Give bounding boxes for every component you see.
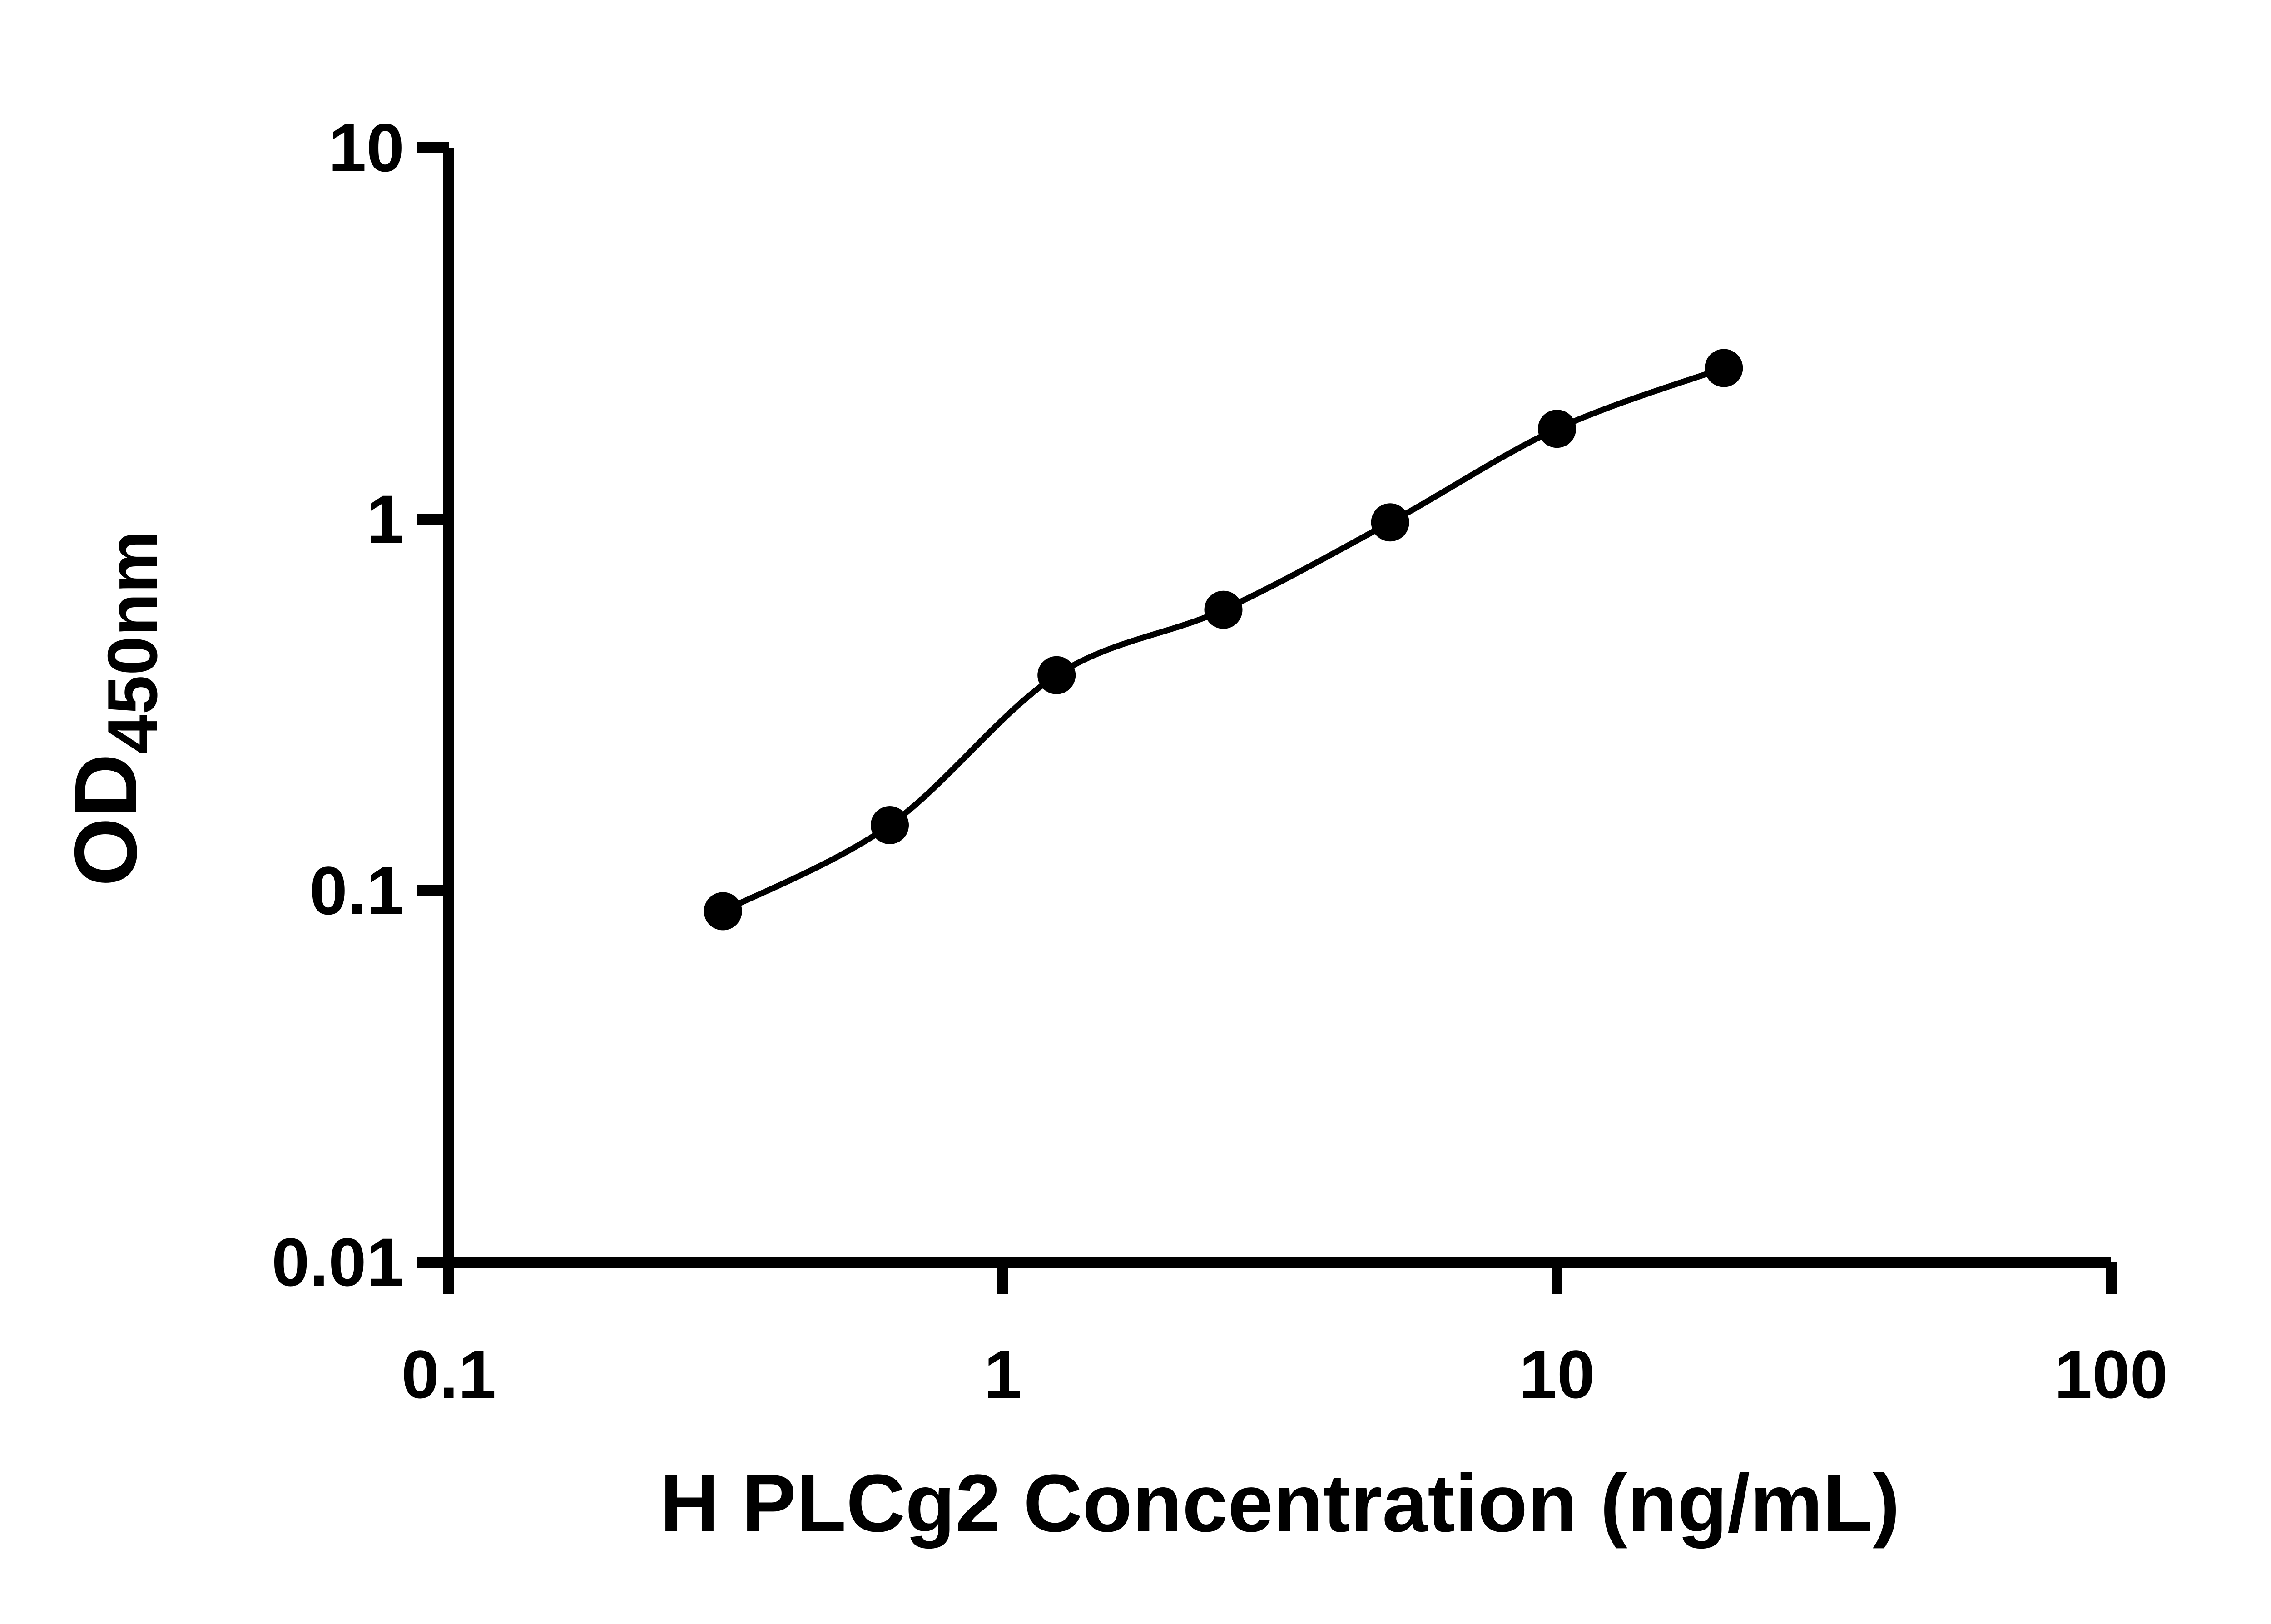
data-point	[704, 892, 742, 931]
y-axis-title-sub: 450nm	[93, 530, 172, 753]
y-axis-title: OD450nm	[56, 530, 172, 886]
data-point	[1204, 590, 1243, 629]
tick-labels: 0.1 1 10 100 0.01 0.1 1 10	[272, 109, 2168, 1412]
y-tick-label: 10	[328, 109, 404, 186]
data-point	[1371, 503, 1409, 542]
x-tick-label: 10	[1519, 1336, 1595, 1412]
y-tick-label: 0.01	[272, 1224, 404, 1300]
x-tick-label: 100	[2054, 1336, 2168, 1412]
data-point	[871, 806, 909, 844]
data-point	[1538, 410, 1576, 448]
y-tick-label: 0.1	[309, 852, 404, 929]
data-point	[1037, 656, 1076, 694]
ticks	[417, 142, 2117, 1294]
data-point	[1705, 349, 1743, 387]
x-axis-title: H PLCg2 Concentration (ng/mL)	[660, 1458, 1900, 1549]
x-tick-label: 1	[984, 1336, 1021, 1412]
y-axis-title-main: OD	[56, 753, 155, 886]
x-tick-label: 0.1	[402, 1336, 496, 1412]
axes	[443, 148, 2111, 1268]
series-layer	[704, 349, 1743, 931]
y-tick-label: 1	[367, 481, 404, 557]
